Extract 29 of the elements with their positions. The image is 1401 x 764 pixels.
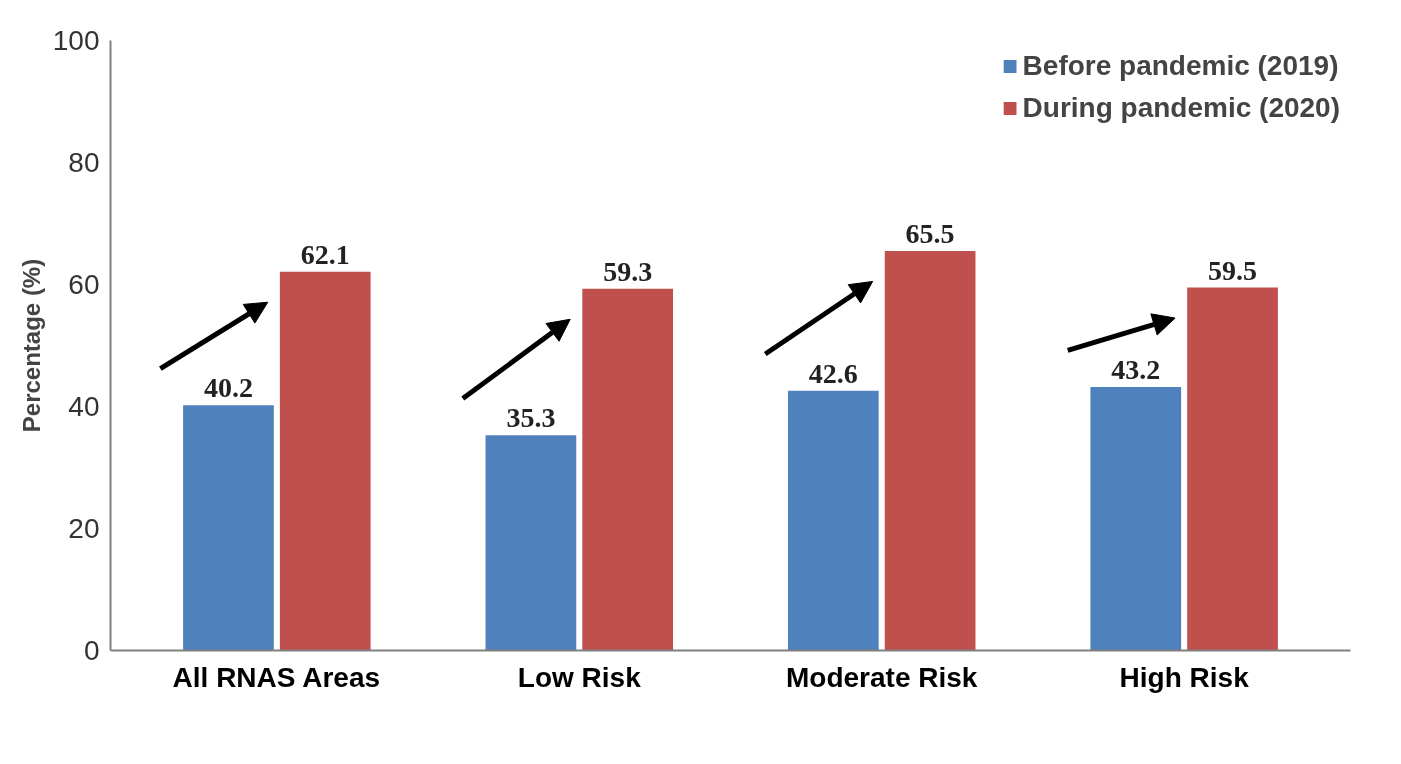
x-tick-label: High Risk (1119, 661, 1250, 693)
y-tick-label: 100 (52, 25, 100, 56)
bar (1090, 386, 1182, 651)
data-label: 62.1 (300, 238, 350, 270)
y-tick-label: 0 (83, 635, 100, 666)
bar (279, 271, 371, 651)
bar (787, 390, 879, 651)
legend-label: Before pandemic (2019) (1022, 50, 1339, 82)
y-tick-label: 80 (68, 147, 100, 178)
data-label: 65.5 (905, 217, 955, 249)
x-tick-label: Low Risk (517, 661, 642, 693)
x-tick-label: Moderate Risk (786, 661, 978, 693)
data-label: 59.3 (603, 255, 653, 287)
y-axis-title: Percentage (%) (17, 258, 45, 433)
x-tick-label: All RNAS Areas (172, 661, 381, 693)
bar (1187, 287, 1278, 651)
data-label: 42.6 (808, 357, 858, 389)
legend-label: During pandemic (2020) (1022, 92, 1340, 124)
y-tick-label: 20 (68, 513, 100, 544)
y-tick-label: 40 (68, 391, 100, 422)
data-label: 43.2 (1111, 353, 1161, 385)
y-tick-label: 60 (68, 269, 100, 300)
bar (884, 250, 976, 651)
data-label: 59.5 (1208, 254, 1258, 286)
data-label: 35.3 (506, 402, 556, 434)
bar (582, 288, 674, 651)
bar (183, 405, 274, 651)
data-label: 40.2 (203, 372, 253, 404)
bar (485, 435, 577, 651)
